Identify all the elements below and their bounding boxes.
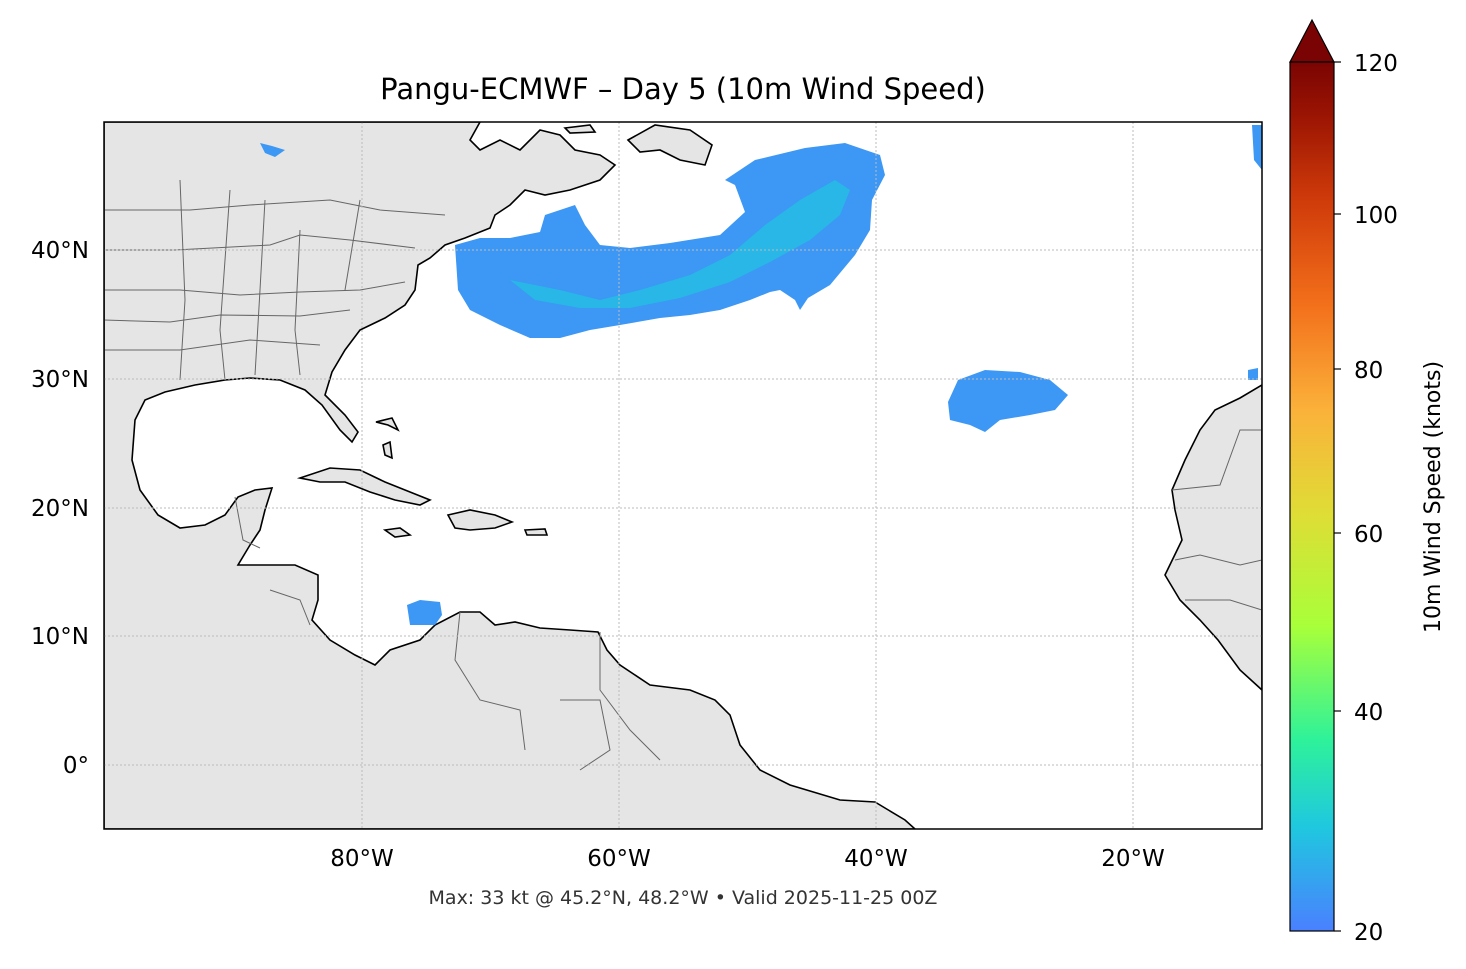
latitude-labels: 40°N 30°N 20°N 10°N 0° (31, 238, 89, 779)
lat-label: 10°N (31, 624, 89, 650)
colorbar-tick: 80 (1354, 358, 1383, 384)
colorbar-extend-arrow (1289, 18, 1335, 63)
colorbar-tick: 60 (1354, 522, 1383, 548)
land-cuba (296, 467, 432, 506)
map-frame (103, 121, 1263, 830)
lat-label: 20°N (31, 496, 89, 522)
wind-patch-azores (948, 370, 1068, 432)
land-jamaica (382, 527, 413, 538)
colorbar-tick: 40 (1354, 700, 1383, 726)
wind-core-jet (510, 180, 850, 308)
colorbar-tick: 100 (1354, 203, 1398, 229)
map-layers (104, 122, 1262, 829)
lat-label: 30°N (31, 367, 89, 393)
wind-patch-east-edge (1248, 125, 1262, 380)
land-north-america (104, 122, 917, 829)
lon-label: 20°W (1101, 846, 1165, 872)
footer-info: Max: 33 kt @ 45.2°N, 48.2°W • Valid 2025… (429, 887, 938, 909)
lon-label: 60°W (587, 846, 651, 872)
lon-label: 40°W (844, 846, 908, 872)
wind-patch-caribbean (407, 600, 442, 625)
wind-swath-north-atlantic (455, 143, 885, 338)
lat-label: 40°N (31, 238, 89, 264)
land-pei (563, 124, 597, 134)
colorbar-gradient (1289, 61, 1335, 932)
land-puerto-rico (523, 528, 549, 536)
wind-field-layer (260, 125, 1262, 625)
political-borders (104, 179, 1262, 771)
map-title: Pangu-ECMWF – Day 5 (10m Wind Speed) (380, 72, 986, 106)
colorbar-tick: 20 (1354, 920, 1383, 946)
lat-label: 0° (63, 753, 89, 779)
colorbar-tick: 120 (1354, 51, 1398, 77)
wind-patch-great-lakes (260, 143, 285, 157)
land-africa (1164, 384, 1262, 692)
gridlines (104, 122, 1262, 829)
land-bahamas (375, 417, 400, 460)
longitude-labels: 80°W 60°W 40°W 20°W (330, 846, 1165, 872)
lon-label: 80°W (330, 846, 394, 872)
colorbar: 120 100 80 60 40 20 10m Wind Speed (knot… (1289, 18, 1446, 946)
land-newfoundland (626, 124, 713, 166)
land-hispaniola (446, 509, 515, 531)
colorbar-label: 10m Wind Speed (knots) (1421, 361, 1446, 633)
